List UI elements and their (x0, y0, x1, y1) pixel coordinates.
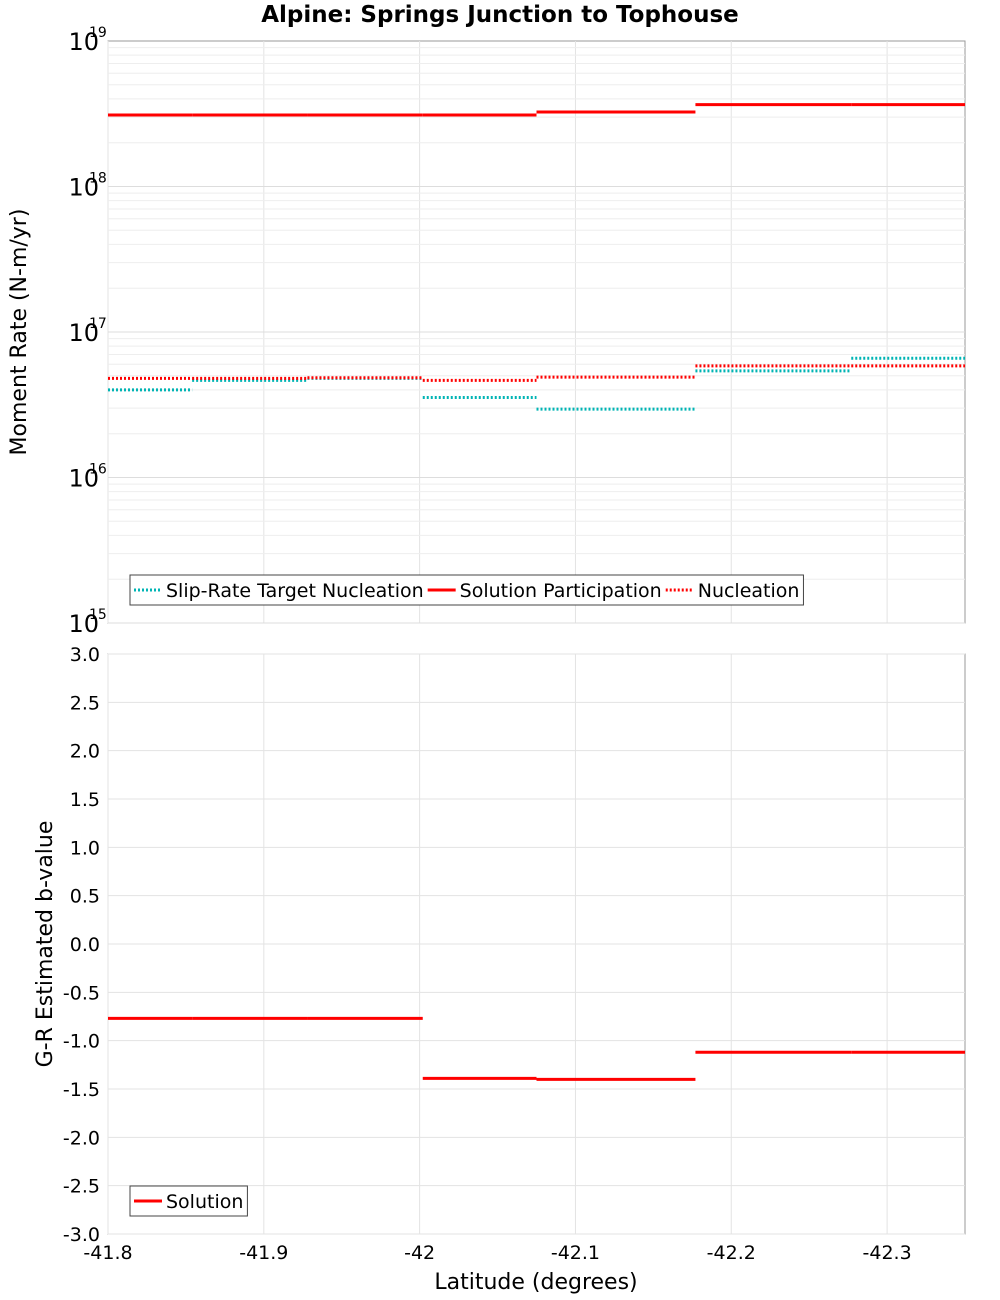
legend-label: Solution (166, 1191, 243, 1213)
y-tick-exponent: 19 (89, 25, 107, 41)
y-tick-label: -2.0 (63, 1127, 100, 1149)
series-solution (108, 1016, 965, 1081)
x-ticks: -41.8 -41.9 -42 -42.1 -42.2 -42.3 (83, 1242, 911, 1264)
x-tick-label: -41.9 (239, 1242, 288, 1264)
bvalue-gridlines (107, 653, 965, 1235)
y-tick-label: 10 (68, 174, 99, 202)
legend-label: Solution Participation (460, 580, 662, 602)
y-tick-label: 10 (68, 28, 99, 56)
bvalue-series (108, 1016, 965, 1081)
y-tick-exponent: 18 (89, 171, 107, 187)
moment-series (108, 103, 965, 411)
y-tick-label: 2.0 (70, 741, 100, 763)
y-tick-label: -3.0 (63, 1224, 100, 1246)
x-tick-label: -42 (404, 1242, 435, 1264)
y-tick-exponent: 15 (89, 607, 107, 623)
y-tick-label: 10 (68, 610, 99, 638)
series-nucleation (108, 364, 965, 382)
y-tick-label: 3.0 (70, 644, 100, 666)
y-tick-label: 0.5 (70, 886, 100, 908)
moment-y-axis-label: Moment Rate (N-m/yr) (7, 209, 32, 456)
y-tick-label: 10 (68, 465, 99, 493)
bvalue-legend: Solution (129, 1185, 248, 1217)
bvalue-y-axis-label: G-R Estimated b-value (33, 821, 58, 1068)
legend-label: Slip-Rate Target Nucleation (166, 580, 424, 602)
y-tick-label: 2.5 (70, 692, 100, 714)
bvalue-panel: 3.0 2.5 2.0 1.5 1.0 0.5 0.0 -0.5 -1.0 -1.5 -2.0 -2.… (33, 644, 966, 1246)
moment-gridlines (107, 41, 965, 624)
x-axis-label: Latitude (degrees) (434, 1270, 637, 1295)
bvalue-y-ticks: 3.0 2.5 2.0 1.5 1.0 0.5 0.0 -0.5 -1.0 -1.5 -2.0 -2.… (63, 644, 100, 1246)
x-tick-label: -42.3 (863, 1242, 912, 1264)
series-solution-participation (108, 103, 965, 117)
y-tick-label: 10 (68, 319, 99, 347)
legend-label: Nucleation (698, 580, 800, 602)
moment-legend: Slip-Rate Target Nucleation Solution Part… (129, 574, 804, 606)
y-tick-label: -1.0 (63, 1031, 100, 1053)
y-tick-exponent: 17 (89, 316, 107, 332)
y-tick-exponent: 16 (89, 462, 107, 478)
y-tick-label: 1.5 (70, 789, 100, 811)
y-tick-label: 0.0 (70, 934, 100, 956)
y-tick-label: -2.5 (63, 1176, 100, 1198)
x-tick-label: -41.8 (83, 1242, 132, 1264)
y-tick-label: 1.0 (70, 837, 100, 859)
x-tick-label: -42.2 (707, 1242, 756, 1264)
y-tick-label: -0.5 (63, 982, 100, 1004)
y-tick-label: -1.5 (63, 1079, 100, 1101)
x-tick-label: -42.1 (551, 1242, 600, 1264)
chart-title: Alpine: Springs Junction to Tophouse (261, 2, 739, 28)
